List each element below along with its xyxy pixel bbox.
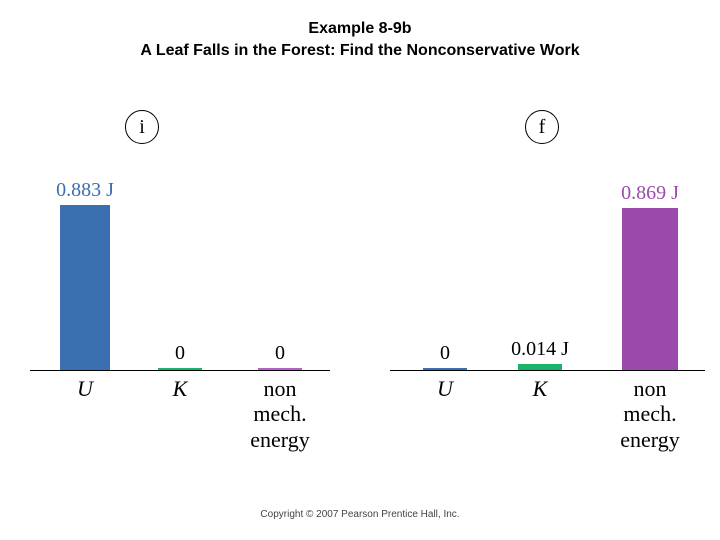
state-circle-i: i bbox=[125, 110, 159, 144]
axis-line bbox=[30, 370, 330, 371]
bar-value-K: 0.014 J bbox=[511, 338, 569, 361]
axis-label-K: K bbox=[533, 376, 548, 401]
bar-K bbox=[158, 368, 202, 370]
bar-U bbox=[60, 205, 110, 370]
axis-label-nonmech: non mech. energy bbox=[250, 376, 309, 452]
bar-value-nonmech: 0.869 J bbox=[621, 182, 679, 205]
axis-line bbox=[390, 370, 705, 371]
bar-U bbox=[423, 368, 467, 370]
chart-panel-i: i 0.883 J U 0 K 0 non mech. energy bbox=[0, 100, 360, 480]
bar-nonmech bbox=[622, 208, 678, 370]
copyright-text: Copyright © 2007 Pearson Prentice Hall, … bbox=[0, 509, 720, 520]
page: Example 8-9b A Leaf Falls in the Forest:… bbox=[0, 0, 720, 540]
axis-label-U: U bbox=[437, 376, 453, 401]
title-line-2: A Leaf Falls in the Forest: Find the Non… bbox=[0, 40, 720, 62]
state-circle-f: f bbox=[525, 110, 559, 144]
bar-value-U: 0 bbox=[440, 342, 450, 365]
axis-label-U: U bbox=[77, 376, 93, 401]
bar-nonmech bbox=[258, 368, 302, 370]
title-block: Example 8-9b A Leaf Falls in the Forest:… bbox=[0, 0, 720, 61]
title-line-1: Example 8-9b bbox=[0, 18, 720, 40]
bar-value-K: 0 bbox=[175, 342, 185, 365]
axis-label-K: K bbox=[173, 376, 188, 401]
bar-value-nonmech: 0 bbox=[275, 342, 285, 365]
chart-panel-f: f 0 U 0.014 J K 0.869 J non mech. energy bbox=[360, 100, 720, 480]
bar-K bbox=[518, 364, 562, 370]
bar-value-U: 0.883 J bbox=[56, 179, 114, 202]
axis-label-nonmech: non mech. energy bbox=[620, 376, 679, 452]
charts-container: i 0.883 J U 0 K 0 non mech. energy f 0 U 0.014 J K 0… bbox=[0, 100, 720, 480]
